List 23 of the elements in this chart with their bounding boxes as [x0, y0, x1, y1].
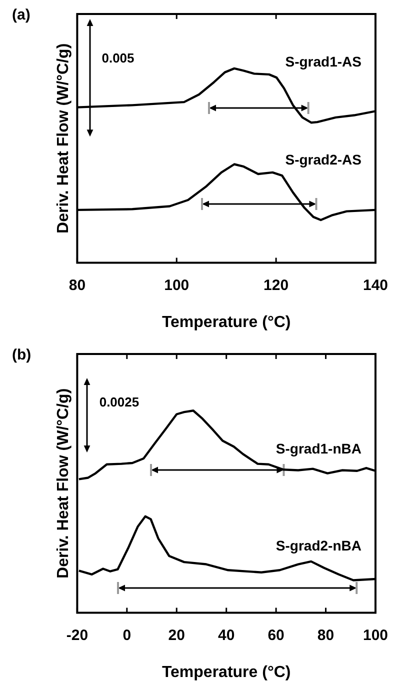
x-tick-label: 80: [68, 276, 86, 294]
series-label: S-grad2-AS: [285, 151, 362, 168]
x-tick-label: 40: [218, 626, 235, 644]
x-tick-label: 20: [168, 626, 185, 644]
x-tick-label: 140: [362, 276, 388, 294]
x-tick-label: 60: [268, 626, 284, 644]
series-label: S-grad1-AS: [285, 53, 362, 70]
x-tick-label: 120: [264, 276, 289, 294]
x-tick-label: 100: [164, 276, 190, 294]
series-label: S-grad2-nBA: [276, 537, 362, 554]
y-axis-title: Deriv. Heat Flow (W/°C/g): [55, 43, 72, 234]
text: 0.0025: [99, 394, 140, 410]
x-tick-label: 80: [317, 626, 334, 644]
chart-title: (a): [12, 6, 30, 24]
x-tick-label: 0: [122, 626, 132, 644]
y-axis-title: Deriv. Heat Flow (W/°C/g): [55, 388, 72, 578]
text: 0.005: [102, 50, 134, 66]
x-axis-title: Temperature (°C): [162, 314, 291, 331]
x-tick-label: -20: [66, 626, 88, 644]
chart-title: (b): [12, 346, 32, 364]
series-label: S-grad1-nBA: [276, 440, 362, 456]
x-axis-title: Temperature (°C): [162, 664, 291, 681]
x-tick-label: 100: [362, 626, 388, 644]
